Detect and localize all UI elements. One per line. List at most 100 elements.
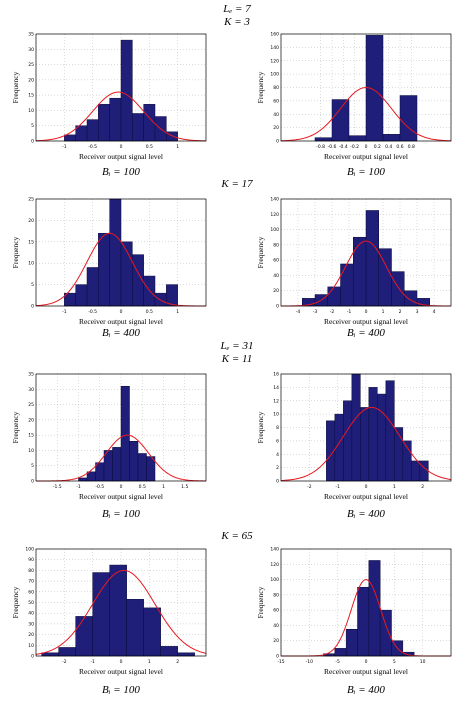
y-tick-label: 20 (28, 417, 34, 423)
normal-fit-curve (280, 406, 452, 482)
x-tick-label: -0.2 (350, 144, 359, 150)
x-tick-label: 1 (382, 309, 385, 315)
histogram-bar (78, 477, 88, 482)
plot-frame (280, 33, 452, 142)
x-tick-label: 0 (120, 309, 123, 315)
x-tick-label: 0.6 (396, 144, 403, 150)
histogram-svg: -2 -1 0 1 20102030405060708090100FrequencyRe… (11, 547, 207, 676)
x-tick-label: -0.4 (339, 144, 348, 150)
histogram-bar (137, 453, 147, 482)
y-tick-label: 40 (273, 623, 279, 629)
x-tick-label: -3 (313, 309, 318, 315)
histogram-bar (357, 586, 370, 657)
x-tick-label: 0.2 (374, 144, 381, 150)
x-axis-label: Receiver output signal level (324, 667, 408, 676)
x-axis-label: Receiver output signal level (79, 152, 163, 161)
histogram-bar (120, 39, 133, 142)
y-axis-label: Frequency (11, 236, 20, 268)
histogram-bar (360, 407, 370, 482)
x-tick-label: 0 (365, 309, 368, 315)
x-tick-label: 1 (393, 484, 396, 490)
x-tick-label: -0.8 (316, 144, 325, 150)
y-axis-label: Frequency (11, 71, 20, 103)
x-tick-label: 1 (176, 309, 179, 315)
x-tick-label: -0.5 (95, 484, 104, 490)
x-tick-label: -1.5 (53, 484, 62, 490)
y-tick-label: 10 (28, 643, 34, 649)
plot-frame (280, 198, 452, 307)
histogram-bar (129, 441, 139, 482)
x-tick-label: 5 (393, 659, 396, 665)
y-tick-label: 4 (276, 452, 279, 458)
y-tick-label: 35 (28, 32, 34, 38)
x-axis-label: Receiver output signal level (324, 492, 408, 501)
histogram-bar (166, 284, 178, 307)
y-tick-label: 140 (270, 547, 279, 553)
panel-caption: Bᵢ = 100 (102, 508, 140, 520)
x-tick-label: 1 (162, 484, 165, 490)
y-tick-label: 120 (270, 562, 279, 568)
histogram-panel: -1 -0.5 0 0.5 1 0 5 10 15 20 25 30 35 Frequency Receiv… (10, 30, 210, 165)
x-tick-label: -15 (277, 659, 284, 665)
y-tick-label: 140 (270, 45, 279, 51)
y-tick-label: 60 (273, 258, 279, 264)
header-lc31: Lₑ = 31 (220, 340, 254, 352)
y-tick-label: 50 (28, 600, 34, 606)
histogram-bar (86, 119, 99, 142)
x-tick-label: -1 (76, 484, 81, 490)
x-tick-label: 0.4 (385, 144, 392, 150)
y-tick-label: 0 (31, 479, 34, 485)
y-axis-label: Frequency (256, 586, 265, 618)
histogram-bar (368, 560, 381, 657)
y-tick-label: 80 (273, 592, 279, 598)
histogram-bar (419, 460, 429, 482)
histogram-bar (331, 99, 350, 142)
histogram-panel: -1 -0.5 0 0.5 1 0 5 10 15 20 25 Frequency Receiver o… (10, 195, 210, 330)
y-tick-label: 0 (276, 304, 279, 310)
y-tick-label: 100 (270, 577, 279, 583)
y-tick-label: 6 (276, 438, 279, 444)
histogram-panel: -15 -10 -5 0 5 10 0 20 40 60 80 100 120 140 Frequency R… (255, 545, 455, 680)
normal-fit-curve (35, 91, 207, 142)
y-tick-label: 5 (31, 123, 34, 129)
histogram-bar (377, 393, 387, 482)
y-tick-label: 20 (28, 218, 34, 224)
histogram-bar (411, 460, 421, 482)
normal-fit-curve (35, 232, 206, 307)
x-axis-label: Receiver output signal level (79, 667, 163, 676)
y-tick-label: 25 (28, 402, 34, 408)
x-tick-label: 2 (399, 309, 402, 315)
y-tick-label: 20 (273, 638, 279, 644)
x-tick-label: -2 (307, 484, 312, 490)
y-tick-label: 20 (28, 77, 34, 83)
histogram-bar (154, 292, 167, 307)
y-axis-label: Frequency (11, 411, 20, 443)
x-axis-label: Receiver output signal level (79, 317, 163, 326)
y-tick-label: 0 (31, 304, 34, 310)
normal-fit-curve (35, 569, 207, 655)
y-tick-label: 2 (276, 465, 279, 471)
x-tick-label: -1 (347, 309, 352, 315)
y-tick-label: 40 (28, 611, 34, 617)
x-tick-label: 0.5 (146, 309, 153, 315)
histogram-bar (109, 198, 122, 307)
histogram-svg: -4 -3 -2 -1 0 1 2 3 4020406080100120140Frequency… (256, 197, 452, 326)
y-tick-label: 60 (273, 98, 279, 104)
y-tick-label: 100 (270, 227, 279, 233)
y-tick-label: 80 (28, 568, 34, 574)
x-tick-label: -5 (335, 659, 340, 665)
histogram-bar (382, 134, 401, 142)
y-tick-label: 15 (28, 433, 34, 439)
x-axis-label: Receiver output signal level (79, 492, 163, 501)
histogram-svg: -15 -10 -5 0 5 10020406080100120140FrequencyR… (256, 547, 452, 676)
y-tick-label: 60 (28, 589, 34, 595)
x-tick-label: 0.5 (146, 144, 153, 150)
histogram-bar (345, 629, 358, 657)
histogram-bar (394, 427, 404, 482)
x-tick-label: -2 (62, 659, 67, 665)
x-tick-label: 1 (148, 659, 151, 665)
histogram-bar (353, 236, 367, 307)
x-tick-label: 0 (120, 659, 123, 665)
x-axis-label: Receiver output signal level (324, 317, 408, 326)
histogram-bar (378, 248, 392, 307)
